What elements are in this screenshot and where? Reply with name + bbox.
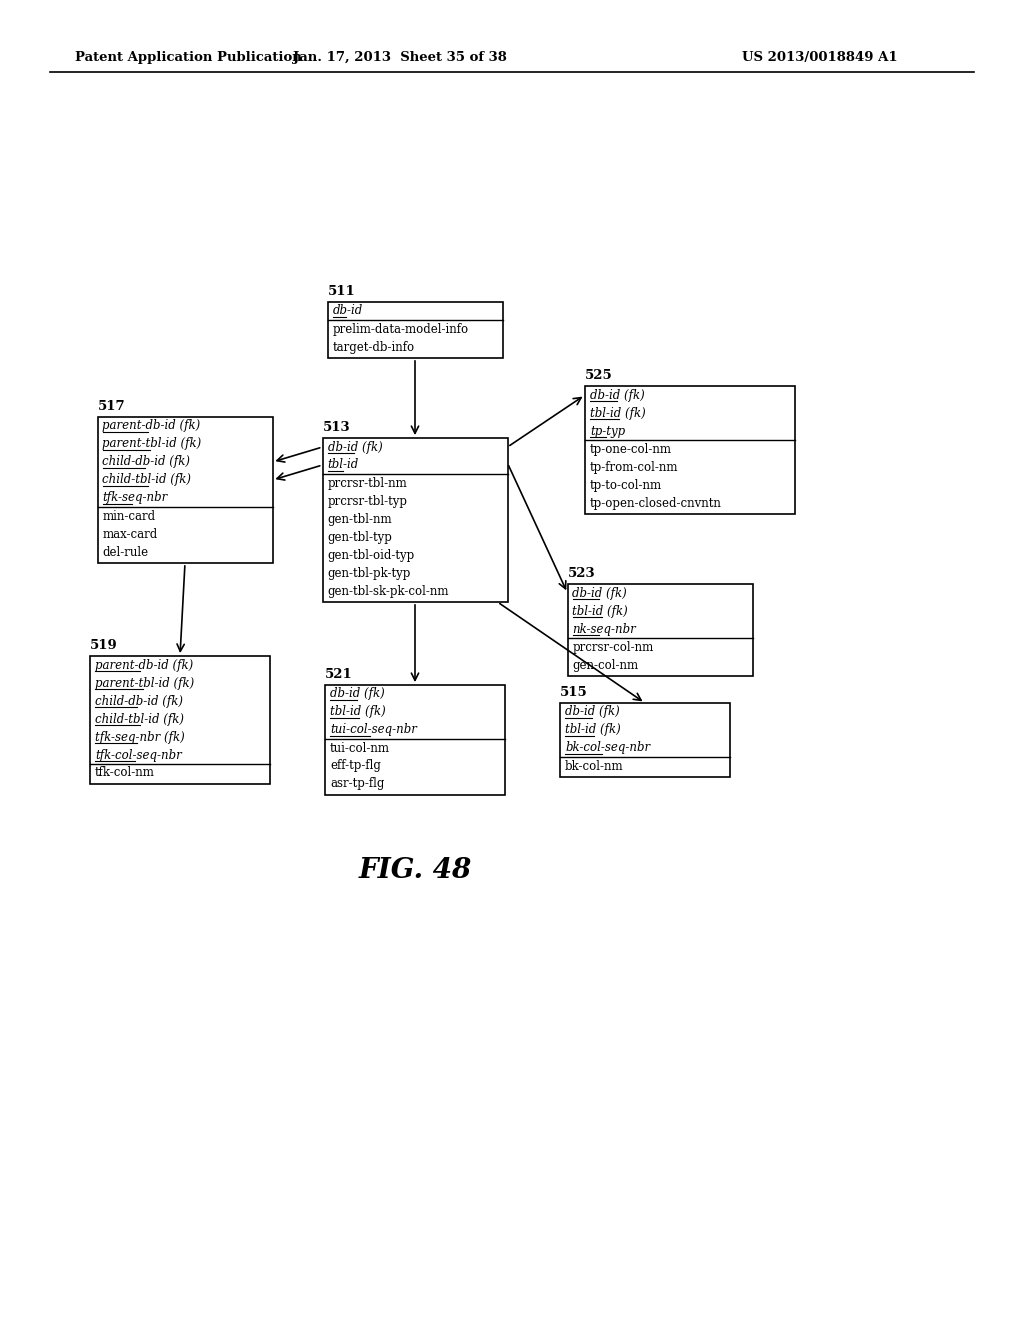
Text: tbl-id (fk): tbl-id (fk) (330, 705, 386, 718)
Text: tfk-col-seq-nbr: tfk-col-seq-nbr (95, 748, 181, 762)
Text: Patent Application Publication: Patent Application Publication (75, 51, 302, 65)
Text: child-tbl-id (fk): child-tbl-id (fk) (95, 713, 184, 726)
Text: parent-db-id (fk): parent-db-id (fk) (95, 659, 194, 672)
Text: gen-col-nm: gen-col-nm (572, 659, 639, 672)
Text: db-id: db-id (333, 305, 362, 318)
Text: tfk-seq-nbr (fk): tfk-seq-nbr (fk) (95, 730, 184, 743)
Text: 523: 523 (567, 568, 595, 579)
Bar (567, 583, 753, 676)
Text: FIG. 48: FIG. 48 (358, 857, 472, 883)
Text: asr-tp-flg: asr-tp-flg (330, 777, 384, 791)
Text: prcrsr-tbl-nm: prcrsr-tbl-nm (328, 477, 408, 490)
Text: 511: 511 (328, 285, 355, 298)
Bar (560, 704, 730, 777)
Text: tp-from-col-nm: tp-from-col-nm (590, 461, 679, 474)
Text: db-id (fk): db-id (fk) (330, 688, 385, 701)
Text: tui-col-nm: tui-col-nm (330, 742, 390, 755)
Text: gen-tbl-oid-typ: gen-tbl-oid-typ (328, 549, 415, 561)
Text: db-id (fk): db-id (fk) (572, 586, 628, 599)
Bar (325, 685, 505, 795)
Text: child-db-id (fk): child-db-id (fk) (102, 455, 190, 469)
Text: gen-tbl-typ: gen-tbl-typ (328, 531, 392, 544)
Text: prelim-data-model-info: prelim-data-model-info (333, 322, 469, 335)
Text: nk-seq-nbr: nk-seq-nbr (572, 623, 636, 635)
Text: bk-col-nm: bk-col-nm (565, 759, 624, 772)
Bar (328, 302, 503, 358)
Text: child-db-id (fk): child-db-id (fk) (95, 694, 183, 708)
Text: tp-one-col-nm: tp-one-col-nm (590, 442, 672, 455)
Bar (97, 417, 272, 564)
Text: Jan. 17, 2013  Sheet 35 of 38: Jan. 17, 2013 Sheet 35 of 38 (293, 51, 507, 65)
Bar (323, 438, 508, 602)
Text: db-id (fk): db-id (fk) (328, 441, 382, 454)
Text: bk-col-seq-nbr: bk-col-seq-nbr (565, 742, 650, 755)
Text: tbl-id (fk): tbl-id (fk) (590, 407, 646, 420)
Text: tbl-id (fk): tbl-id (fk) (572, 605, 629, 618)
Text: gen-tbl-sk-pk-col-nm: gen-tbl-sk-pk-col-nm (328, 585, 449, 598)
Text: eff-tp-flg: eff-tp-flg (330, 759, 381, 772)
Text: target-db-info: target-db-info (333, 341, 415, 354)
Text: 513: 513 (323, 421, 350, 434)
Text: parent-tbl-id (fk): parent-tbl-id (fk) (95, 676, 195, 689)
Bar (585, 385, 795, 513)
Text: 517: 517 (97, 400, 125, 413)
Text: child-tbl-id (fk): child-tbl-id (fk) (102, 474, 191, 487)
Text: 515: 515 (560, 686, 588, 700)
Text: tui-col-seq-nbr: tui-col-seq-nbr (330, 723, 417, 737)
Text: tbl-id (fk): tbl-id (fk) (565, 723, 621, 737)
Text: db-id (fk): db-id (fk) (590, 388, 645, 401)
Text: tp-typ: tp-typ (590, 425, 625, 437)
Text: 521: 521 (325, 668, 352, 681)
Text: tp-to-col-nm: tp-to-col-nm (590, 479, 663, 491)
Text: tbl-id: tbl-id (328, 458, 358, 471)
Text: tfk-col-nm: tfk-col-nm (95, 767, 155, 780)
Text: gen-tbl-pk-typ: gen-tbl-pk-typ (328, 566, 411, 579)
Text: gen-tbl-nm: gen-tbl-nm (328, 512, 392, 525)
Text: tfk-seq-nbr: tfk-seq-nbr (102, 491, 168, 504)
Text: db-id (fk): db-id (fk) (565, 705, 620, 718)
Text: del-rule: del-rule (102, 545, 148, 558)
Text: prcrsr-tbl-typ: prcrsr-tbl-typ (328, 495, 408, 507)
Text: US 2013/0018849 A1: US 2013/0018849 A1 (742, 51, 898, 65)
Text: 519: 519 (90, 639, 118, 652)
Text: tp-open-closed-cnvntn: tp-open-closed-cnvntn (590, 496, 722, 510)
Text: prcrsr-col-nm: prcrsr-col-nm (572, 640, 653, 653)
Text: 525: 525 (585, 370, 612, 381)
Text: parent-db-id (fk): parent-db-id (fk) (102, 420, 201, 433)
Text: max-card: max-card (102, 528, 158, 540)
Text: parent-tbl-id (fk): parent-tbl-id (fk) (102, 437, 202, 450)
Bar (90, 656, 270, 784)
Text: min-card: min-card (102, 510, 156, 523)
